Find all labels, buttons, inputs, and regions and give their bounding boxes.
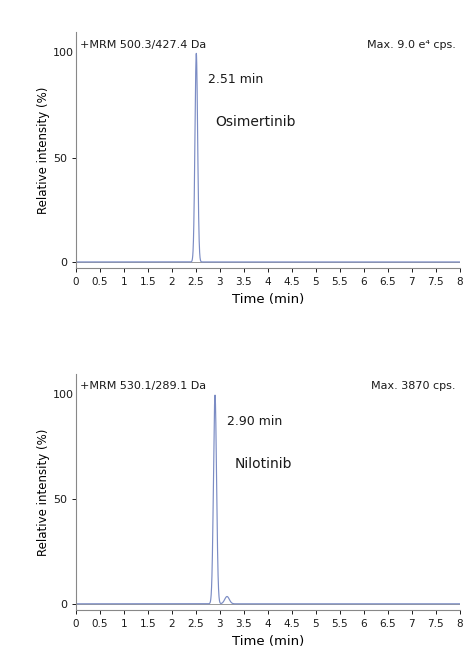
- Text: 2.51 min: 2.51 min: [208, 73, 263, 86]
- X-axis label: Time (min): Time (min): [232, 635, 304, 648]
- Text: +MRM 530.1/289.1 Da: +MRM 530.1/289.1 Da: [80, 382, 206, 391]
- Text: Nilotinib: Nilotinib: [234, 457, 292, 471]
- Text: 100: 100: [53, 48, 74, 58]
- Y-axis label: Relative intensity (%): Relative intensity (%): [37, 428, 50, 556]
- Text: +MRM 500.3/427.4 Da: +MRM 500.3/427.4 Da: [80, 40, 206, 49]
- Text: 2.90 min: 2.90 min: [227, 415, 282, 428]
- X-axis label: Time (min): Time (min): [232, 293, 304, 306]
- Text: Osimertinib: Osimertinib: [216, 115, 296, 129]
- Text: 100: 100: [53, 390, 74, 400]
- Text: Max. 3870 cps.: Max. 3870 cps.: [372, 382, 456, 391]
- Y-axis label: Relative intensity (%): Relative intensity (%): [37, 87, 50, 214]
- Text: Max. 9.0 e⁴ cps.: Max. 9.0 e⁴ cps.: [367, 40, 456, 49]
